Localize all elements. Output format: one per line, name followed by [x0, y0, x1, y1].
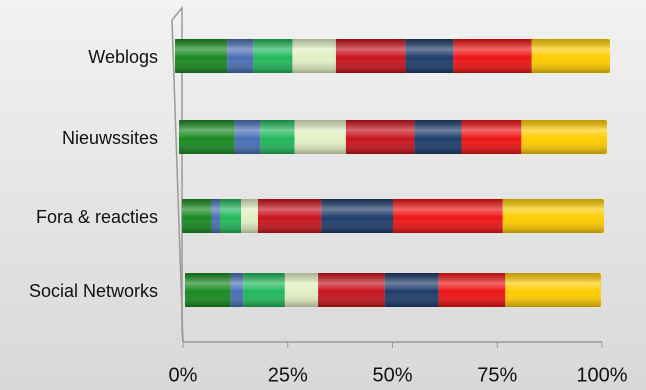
x-tick-label: 100% [576, 364, 627, 386]
x-tick-label: 25% [268, 364, 308, 386]
x-tick-label: 75% [477, 364, 517, 386]
category-label: Social Networks [29, 281, 158, 301]
x-tick-label: 0% [169, 364, 198, 386]
bar-shine [185, 273, 601, 307]
category-label: Nieuwssites [62, 128, 158, 148]
category-label: Weblogs [88, 47, 158, 67]
bar-shine [182, 199, 604, 233]
bar-shine [175, 39, 610, 73]
bar-shine [179, 120, 607, 154]
category-label: Fora & reacties [36, 207, 158, 227]
y-axis [171, 19, 184, 343]
x-tick-label: 50% [372, 364, 412, 386]
